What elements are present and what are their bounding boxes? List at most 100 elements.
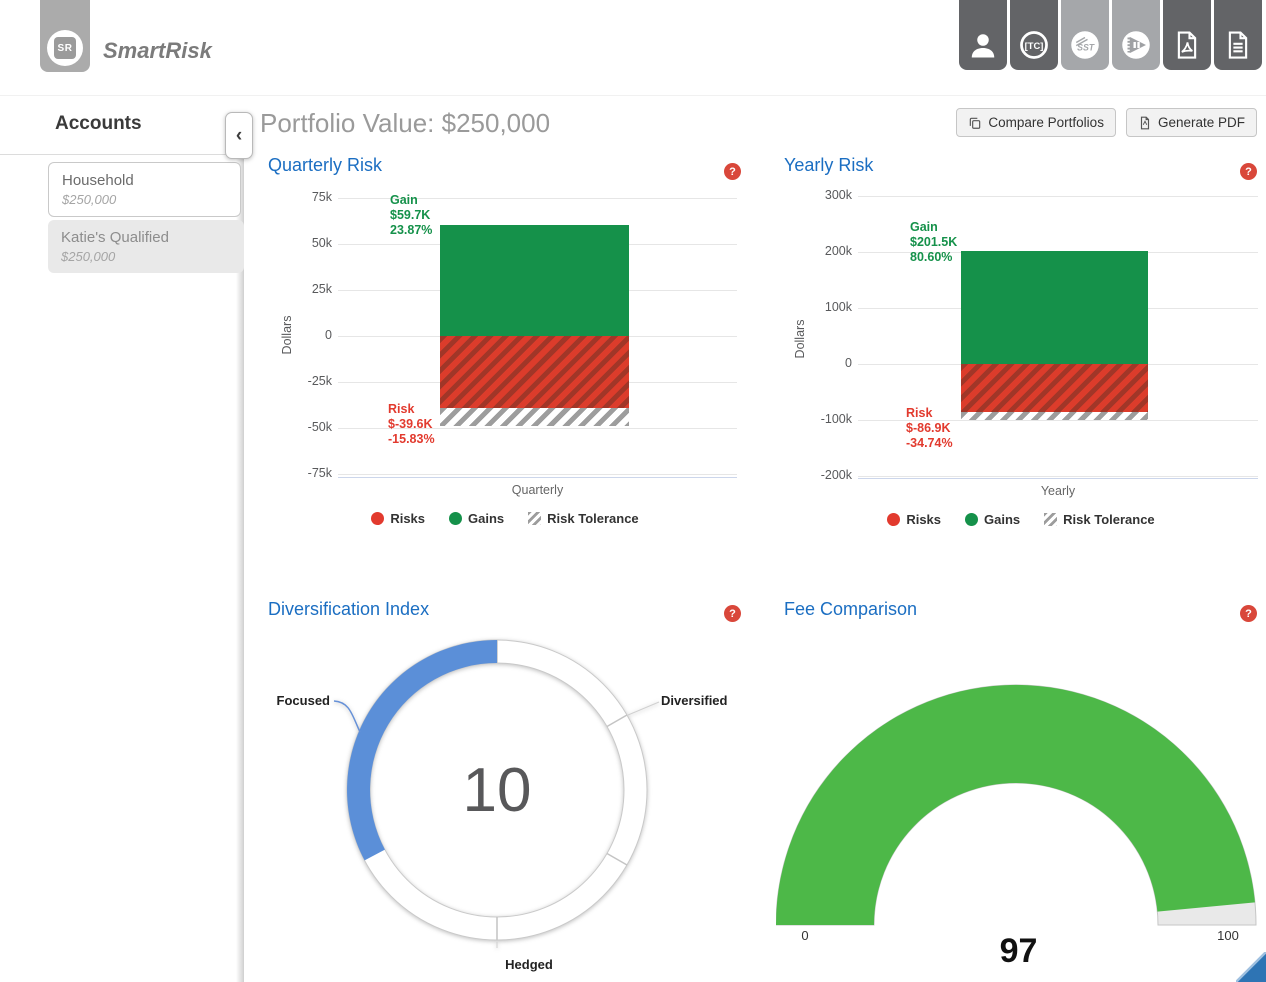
help-icon[interactable]: ? — [724, 163, 741, 180]
legend-gains[interactable]: Gains — [449, 511, 504, 526]
chart-title: Quarterly Risk — [268, 155, 383, 175]
x-axis-line — [338, 477, 737, 478]
account-name: Household — [62, 172, 134, 189]
pdf-export-button[interactable] — [1163, 0, 1211, 70]
chart-legend: Risks Gains Risk Tolerance — [776, 512, 1266, 527]
focused-segment[interactable] — [347, 640, 497, 861]
diversification-index-chart: Diversification Index ? 10 Focused Diver… — [260, 595, 750, 982]
gauge-fill — [776, 684, 1255, 925]
x-axis-label: Quarterly — [511, 483, 564, 497]
y-tick: -100k — [820, 412, 852, 426]
gauge-max-label: 100 — [1217, 928, 1239, 943]
top-actions: Compare Portfolios Generate PDF — [956, 108, 1257, 137]
y-tick: -50k — [307, 420, 332, 434]
chart-title: Yearly Risk — [784, 155, 874, 175]
user-button[interactable] — [959, 0, 1007, 70]
user-icon — [971, 34, 995, 58]
gain-annotation: Gain $59.7K 23.87% — [390, 193, 433, 237]
risks-marker — [887, 513, 901, 526]
risk-annotation: Risk $-39.6K -15.83% — [388, 402, 435, 446]
y-tick: 0 — [325, 328, 332, 342]
document-icon — [1228, 31, 1248, 59]
compare-portfolios-button[interactable]: Compare Portfolios — [956, 108, 1116, 137]
chevron-left-icon: ‹ — [235, 124, 243, 146]
y-tick: 75k — [311, 190, 332, 204]
copy-icon — [970, 117, 981, 129]
legend-risks[interactable]: Risks — [371, 511, 425, 526]
header-toolbar: [TC] SST — [959, 0, 1262, 70]
y-tick: -75k — [307, 466, 332, 480]
sidebar-collapse-button[interactable]: ‹ — [225, 112, 253, 159]
y-tick: 0 — [845, 356, 852, 370]
chart-title: Fee Comparison — [784, 599, 918, 619]
compare-portfolios-label: Compare Portfolios — [988, 115, 1104, 130]
logo-monogram: SR — [54, 37, 76, 59]
pdf-file-icon — [1177, 31, 1197, 59]
risks-marker — [371, 512, 385, 525]
terms-button[interactable]: [TC] — [1010, 0, 1058, 70]
chart-legend: Risks Gains Risk Tolerance — [260, 511, 750, 526]
account-item-household[interactable]: Household $250,000 — [48, 162, 241, 217]
sst-button[interactable]: SST — [1061, 0, 1109, 70]
sst-brand-icon: SST — [1071, 31, 1099, 59]
fee-gauge[interactable] — [776, 595, 1266, 982]
report-button[interactable] — [1214, 0, 1262, 70]
fee-comparison-chart: Fee Comparison ? 0 100 97 — [776, 595, 1266, 982]
gridline — [338, 198, 737, 199]
y-axis-label: Dollars — [793, 319, 807, 359]
play-pause-icon — [1122, 31, 1150, 59]
help-icon[interactable]: ? — [724, 605, 741, 622]
generate-pdf-label: Generate PDF — [1157, 115, 1245, 130]
donut-gauge[interactable] — [260, 595, 750, 982]
corner-handle[interactable] — [1236, 952, 1266, 982]
risk-annotation: Risk $-86.9K -34.74% — [906, 406, 953, 450]
x-axis-line — [858, 478, 1258, 479]
app-header: SR SmartRisk [TC] SST — [0, 0, 1266, 96]
gain-bar[interactable] — [440, 225, 629, 336]
label-diversified: Diversified — [661, 693, 728, 708]
label-focused: Focused — [276, 693, 330, 708]
legend-risk-tolerance[interactable]: Risk Tolerance — [528, 511, 639, 526]
quarterly-risk-chart: Quarterly Risk ? 75k 50k 25k 0 -25k -50k… — [260, 155, 750, 545]
sidebar-divider — [0, 154, 228, 155]
y-tick: 50k — [311, 236, 332, 250]
gridline — [858, 420, 1258, 421]
legend-risks[interactable]: Risks — [887, 512, 941, 527]
focused-connector — [333, 700, 361, 733]
risk-tolerance-marker — [1044, 513, 1058, 526]
y-tick: -200k — [820, 468, 852, 482]
legend-risk-tolerance[interactable]: Risk Tolerance — [1044, 512, 1155, 527]
y-tick: 200k — [824, 244, 852, 258]
gain-bar[interactable] — [961, 251, 1148, 364]
risk-bar[interactable] — [961, 364, 1148, 412]
help-icon[interactable]: ? — [1240, 163, 1257, 180]
risk-tolerance-band[interactable] — [961, 412, 1148, 420]
y-tick: 300k — [824, 188, 852, 202]
gridline — [338, 428, 737, 429]
portfolio-value-title: Portfolio Value: $250,000 — [260, 108, 551, 138]
legend-gains[interactable]: Gains — [965, 512, 1020, 527]
account-value: $250,000 — [62, 192, 117, 207]
y-tick: -25k — [307, 374, 332, 388]
account-item-katies-qualified[interactable]: Katie's Qualified $250,000 — [48, 220, 244, 273]
chart-title: Diversification Index — [268, 599, 430, 619]
tc-icon: [TC] — [1020, 31, 1048, 59]
help-icon[interactable]: ? — [1240, 605, 1257, 622]
sidebar-edge-shadow — [236, 155, 244, 982]
logo-circle: SR — [47, 30, 83, 66]
yearly-risk-chart: Yearly Risk ? 300k 200k 100k 0 -100k -20… — [776, 155, 1266, 545]
gauge-min-label: 0 — [801, 928, 809, 943]
account-value: $250,000 — [61, 249, 116, 264]
x-axis-label: Yearly — [1040, 484, 1076, 498]
y-tick: 25k — [311, 282, 332, 296]
svg-text:SST: SST — [1077, 43, 1095, 53]
generate-pdf-button[interactable]: Generate PDF — [1125, 108, 1257, 137]
risk-tolerance-band[interactable] — [440, 408, 629, 426]
accounts-heading: Accounts — [55, 113, 142, 134]
risk-bar[interactable] — [440, 336, 629, 408]
label-hedged: Hedged — [505, 957, 553, 972]
gains-marker — [965, 513, 979, 526]
app-logo: SR — [40, 0, 90, 72]
presentation-button[interactable] — [1112, 0, 1160, 70]
y-axis-label: Dollars — [280, 315, 294, 355]
